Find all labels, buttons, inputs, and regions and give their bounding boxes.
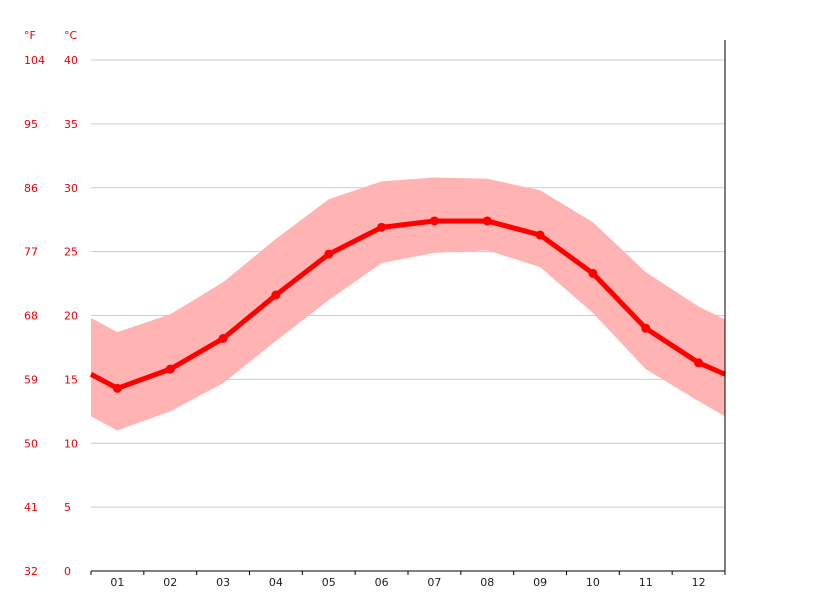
- average-point-02: [165, 364, 175, 374]
- min-max-band: [91, 177, 725, 431]
- y-tick-label-c-20: 20: [64, 310, 78, 323]
- y-tick-label-c-15: 15: [64, 373, 78, 386]
- average-point-10: [588, 268, 598, 278]
- y-tick-label-f-41: 41: [24, 501, 38, 514]
- y-tick-label-f-95: 95: [24, 118, 38, 131]
- y-tick-label-c-40: 40: [64, 54, 78, 67]
- y-tick-label-c-0: 0: [64, 565, 71, 578]
- y-tick-label-c-25: 25: [64, 246, 78, 259]
- y-tick-label-f-50: 50: [24, 437, 38, 450]
- x-tick-label-09: 09: [533, 576, 547, 589]
- x-tick-label-11: 11: [639, 576, 653, 589]
- average-point-09: [535, 230, 545, 240]
- average-line: [89, 218, 726, 391]
- average-point-01: [112, 383, 122, 393]
- y-tick-label-c-30: 30: [64, 182, 78, 195]
- y-tick-label-f-77: 77: [24, 246, 38, 259]
- average-point-11: [641, 323, 651, 333]
- average-point-12: [694, 358, 704, 368]
- min-max-band-layer: [91, 177, 725, 431]
- x-tick-label-08: 08: [480, 576, 494, 589]
- x-tick-label-05: 05: [322, 576, 336, 589]
- y-tick-label-c-10: 10: [64, 437, 78, 450]
- x-tick-label-02: 02: [163, 576, 177, 589]
- x-tick-label-03: 03: [216, 576, 230, 589]
- y-tick-label-c-5: 5: [64, 501, 71, 514]
- x-tick-label-01: 01: [110, 576, 124, 589]
- average-line-layer: [89, 216, 726, 393]
- y-tick-label-f-86: 86: [24, 182, 38, 195]
- average-point-06: [377, 222, 387, 232]
- y-tick-label-f-68: 68: [24, 310, 38, 323]
- average-point-04: [271, 290, 281, 300]
- average-point-08: [482, 216, 492, 226]
- average-point-05: [324, 249, 334, 259]
- x-tick-label-07: 07: [427, 576, 441, 589]
- x-tick-label-12: 12: [692, 576, 706, 589]
- y-tick-label-f-104: 104: [24, 54, 45, 67]
- axis-layer: 0 32 5 41 10 50 15 59 20 68 25 77 30 86 35 95 40 104 01 02 0…: [24, 40, 726, 589]
- y-tick-label-f-32: 32: [24, 565, 38, 578]
- x-tick-label-04: 04: [269, 576, 283, 589]
- average-point-07: [429, 216, 439, 226]
- y-tick-label-f-59: 59: [24, 373, 38, 386]
- fahrenheit-unit-label: °F: [24, 29, 36, 42]
- celsius-unit-label: °C: [64, 29, 78, 42]
- x-tick-label-10: 10: [586, 576, 600, 589]
- y-tick-label-c-35: 35: [64, 118, 78, 131]
- x-tick-label-06: 06: [375, 576, 389, 589]
- average-point-03: [218, 333, 228, 343]
